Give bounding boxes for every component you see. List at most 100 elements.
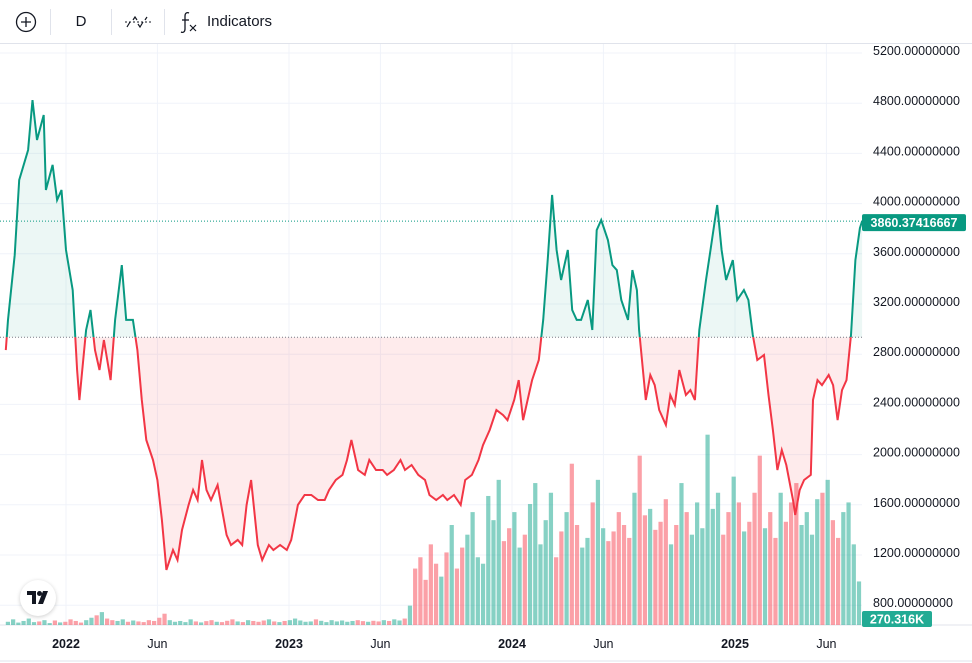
volume-bar: [621, 525, 627, 625]
volume-bar: [47, 623, 52, 625]
volume-bar: [313, 619, 319, 625]
volume-bar: [303, 621, 308, 625]
chart-type-button[interactable]: [113, 6, 163, 38]
volume-bar: [287, 620, 292, 625]
volume-bar: [84, 620, 89, 625]
toolbar-divider: [50, 8, 51, 35]
volume-bar: [684, 512, 689, 625]
volume-bar: [700, 528, 705, 625]
volume-bar: [794, 483, 799, 625]
volume-bar: [319, 620, 324, 625]
volume-bar: [11, 619, 16, 625]
volume-bar: [601, 528, 606, 625]
volume-bar: [230, 619, 235, 625]
volume-bar: [444, 552, 449, 625]
volume-bar: [329, 620, 334, 625]
volume-bar: [637, 455, 642, 625]
volume-bar: [454, 568, 460, 625]
volume-bar: [99, 612, 104, 625]
interval-button[interactable]: D: [75, 13, 87, 30]
time-tick-label: Jun: [816, 637, 836, 651]
volume-bar: [742, 531, 747, 625]
volume-bar: [183, 622, 188, 625]
current-volume-badge: [862, 611, 932, 627]
volume-bar: [266, 619, 272, 625]
volume-bar: [538, 544, 543, 625]
volume-bar: [517, 547, 522, 625]
volume-bar: [371, 620, 376, 625]
volume-bar: [240, 622, 245, 625]
price-line-down: [4, 337, 852, 571]
volume-bar: [204, 621, 209, 625]
volume-bar: [512, 512, 517, 625]
volume-bar: [439, 576, 444, 625]
volume-bar: [841, 512, 846, 625]
volume-bar: [37, 621, 42, 625]
time-tick-label: 2024: [498, 637, 526, 651]
add-symbol-button[interactable]: [6, 6, 46, 38]
volume-bar: [475, 557, 480, 625]
volume-bar: [136, 621, 141, 625]
volume-bar: [836, 537, 841, 625]
volume-bar: [418, 557, 423, 625]
volume-bar: [616, 512, 621, 625]
current-price-badge: [862, 214, 966, 232]
volume-bar: [731, 476, 736, 625]
volume-bar: [402, 618, 407, 625]
volume-bar: [559, 531, 564, 625]
volume-bar: [648, 508, 653, 625]
tradingview-logo[interactable]: [20, 580, 56, 616]
time-tick-label: Jun: [147, 637, 167, 651]
time-tick-label: Jun: [370, 637, 390, 651]
price-tick-label: 4400.00000000: [873, 144, 960, 158]
volume-bar: [151, 620, 157, 625]
volume-bar: [580, 547, 585, 625]
volume-bar: [63, 621, 68, 625]
price-tick-label: 4800.00000000: [873, 94, 960, 108]
volume-bar: [198, 622, 204, 625]
volume-bar: [141, 622, 146, 625]
volume-bar: [292, 618, 298, 625]
volume-bar: [339, 620, 345, 625]
volume-bar: [120, 619, 125, 625]
volume-bar: [146, 620, 151, 625]
price-tick-label: 2000.00000000: [873, 446, 960, 460]
volume-bar: [277, 622, 282, 625]
volume-bar: [428, 544, 433, 625]
volume-bar: [632, 492, 637, 625]
volume-bar: [710, 508, 715, 625]
volume-bar: [789, 502, 794, 625]
indicators-button[interactable]: Indicators: [179, 6, 272, 38]
volume-bar: [334, 621, 339, 625]
volume-bar: [68, 619, 73, 625]
volume-bar: [815, 499, 820, 625]
volume-bar: [235, 621, 240, 625]
volume-bar: [726, 512, 731, 625]
price-tick-label: 5200.00000000: [873, 44, 960, 58]
time-tick-label: 2025: [721, 637, 749, 651]
volume-bar: [507, 528, 512, 625]
price-tick-label: 1200.00000000: [873, 546, 960, 560]
volume-bar: [58, 622, 63, 625]
volume-bar: [611, 531, 616, 625]
current-volume-label: 270.316K: [870, 613, 924, 627]
time-tick-label: 2023: [275, 637, 303, 651]
toolbar: D Indicators: [0, 0, 972, 44]
volume-bar: [350, 620, 355, 625]
price-chart[interactable]: 5200.00000000 4800.00000000 4400.00000000 4…: [0, 44, 972, 663]
volume-bar: [846, 502, 851, 625]
volume-bar: [407, 605, 413, 625]
volume-bar: [167, 620, 172, 625]
volume-bar: [522, 534, 527, 625]
volume-bar: [783, 521, 789, 625]
price-line-up: [5, 99, 864, 338]
volume-bar: [747, 521, 752, 625]
price-tick-label: 3200.00000000: [873, 295, 960, 309]
volume-bar: [658, 521, 663, 625]
volume-bar: [209, 620, 214, 625]
volume-bar: [423, 579, 428, 625]
baseline-chart-icon: [125, 15, 151, 28]
volume-bar: [595, 479, 601, 625]
volume-bar: [162, 613, 167, 625]
volume-bar: [366, 621, 371, 625]
